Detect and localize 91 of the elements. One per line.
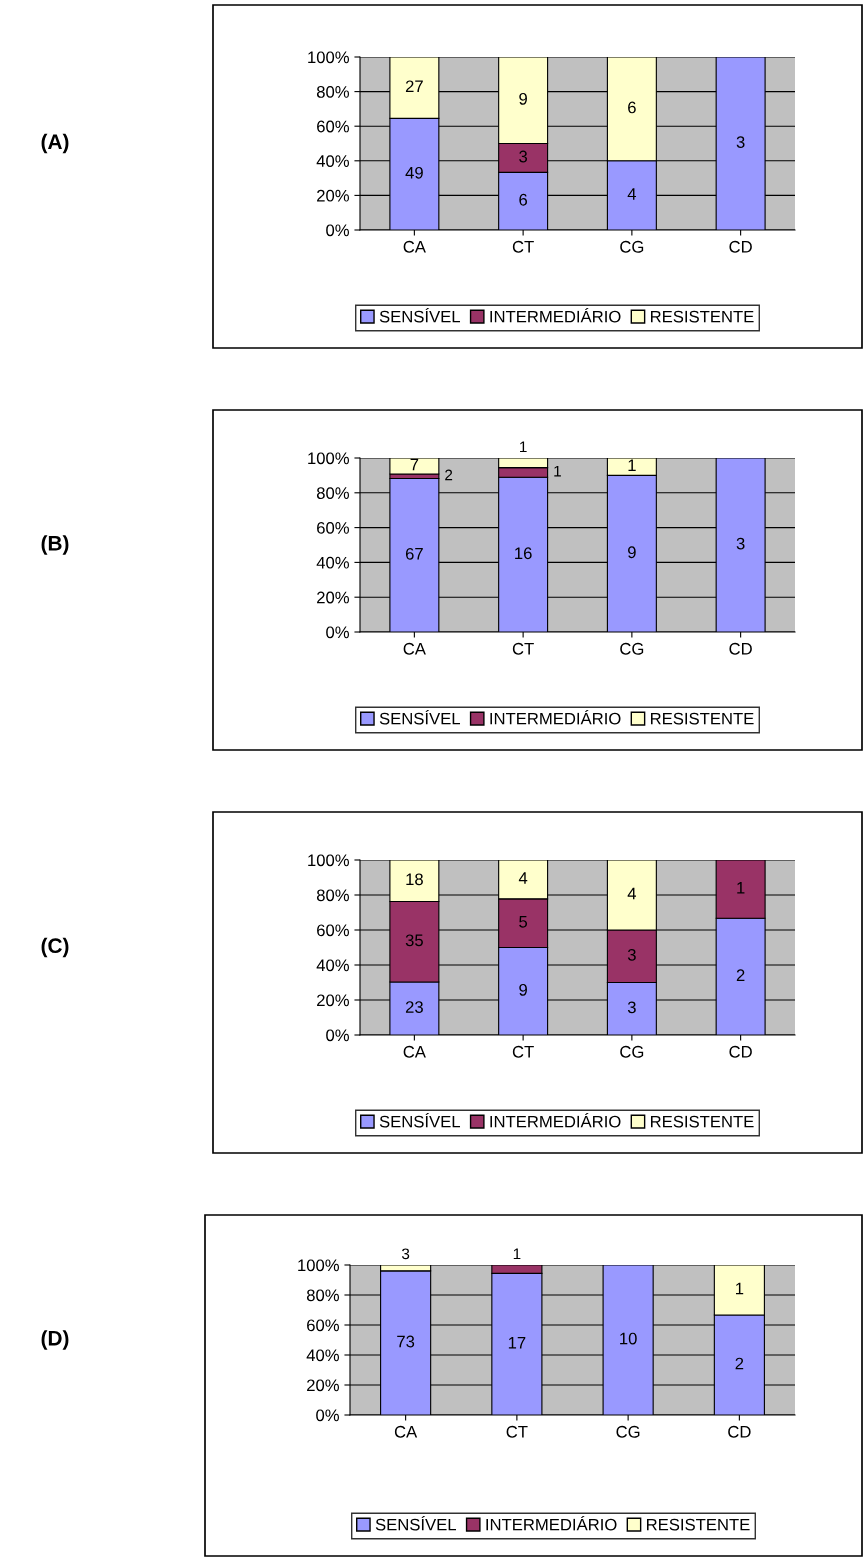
annotation: 1 xyxy=(737,881,745,894)
annotation: 73 xyxy=(397,1335,415,1348)
annotation: 18 xyxy=(406,873,423,886)
x-tick-label: CT xyxy=(512,1045,534,1058)
annotation: 3 xyxy=(736,136,745,148)
x-tick-label: CT xyxy=(506,1425,528,1438)
annotation: 9 xyxy=(519,92,527,105)
annotation: 1 xyxy=(736,1282,744,1295)
y-tick-label: 40% xyxy=(316,556,349,569)
y-tick-label: 80% xyxy=(306,1289,339,1302)
text: (B) xyxy=(41,535,69,555)
y-tick-label: 100% xyxy=(308,854,349,867)
text: (A) xyxy=(41,133,69,154)
text: 1 xyxy=(520,441,527,453)
annotation: 2 xyxy=(445,469,453,481)
y-tick-label: 80% xyxy=(316,889,349,902)
text: 3 xyxy=(401,1248,410,1260)
y-tick-label: 40% xyxy=(316,155,349,167)
annotation: 17 xyxy=(508,1337,526,1349)
annotation: 2 xyxy=(736,969,745,981)
legend-label: INTERMEDIÁRIO xyxy=(486,1515,617,1531)
annotation: 1 xyxy=(628,459,636,472)
x-tick-label: CG xyxy=(620,642,644,655)
annotation: 3 xyxy=(736,537,745,550)
y-tick-label: 100% xyxy=(308,452,349,465)
text: 1 xyxy=(513,1248,521,1260)
annotation: 3 xyxy=(519,150,528,163)
y-tick-label: 0% xyxy=(326,1029,349,1042)
annotation: 6 xyxy=(628,101,636,114)
text: (C) xyxy=(41,937,69,958)
x-tick-label: CT xyxy=(512,642,534,655)
annotation: 23 xyxy=(405,1001,423,1013)
annotation: 67 xyxy=(405,547,423,560)
x-tick-label: CG xyxy=(616,1425,640,1438)
y-tick-label: 0% xyxy=(326,224,349,237)
x-tick-label: CD xyxy=(729,240,752,253)
y-tick-label: 20% xyxy=(307,1379,339,1392)
legend-label: SENSÍVEL xyxy=(379,709,461,725)
x-tick-label: CD xyxy=(729,642,752,655)
y-tick-label: 20% xyxy=(317,591,349,604)
legend-label: RESISTENTE xyxy=(651,712,754,725)
annotation: 35 xyxy=(405,934,423,947)
x-tick-label: CG xyxy=(620,240,644,253)
annotation: 4 xyxy=(627,887,637,900)
annotation: 27 xyxy=(405,80,423,93)
annotation: 4 xyxy=(627,188,637,200)
legend-label: SENSÍVEL xyxy=(379,1112,461,1128)
legend-label: SENSÍVEL xyxy=(379,307,461,323)
annotation: 1 xyxy=(554,465,561,477)
x-tick-label: CA xyxy=(403,642,426,655)
y-tick-label: 80% xyxy=(316,86,349,98)
x-tick-label: CT xyxy=(512,240,534,253)
y-tick-label: 20% xyxy=(317,189,349,202)
legend-label: INTERMEDIÁRIO xyxy=(490,709,621,725)
y-tick-label: 20% xyxy=(317,994,349,1007)
annotation: 5 xyxy=(519,916,528,928)
y-tick-label: 100% xyxy=(308,51,349,64)
x-tick-label: CG xyxy=(620,1045,644,1058)
legend-label: RESISTENTE xyxy=(651,310,754,323)
y-tick-label: 0% xyxy=(326,626,349,639)
annotation: 7 xyxy=(410,458,419,471)
legend-label: RESISTENTE xyxy=(651,1115,754,1128)
legend-label: INTERMEDIÁRIO xyxy=(490,1112,621,1128)
y-tick-label: 60% xyxy=(317,120,349,133)
annotation: 3 xyxy=(627,1001,636,1014)
annotation: 6 xyxy=(519,193,528,206)
x-tick-label: CA xyxy=(394,1425,418,1438)
x-tick-label: CA xyxy=(403,240,426,253)
y-tick-label: 40% xyxy=(306,1349,339,1362)
y-tick-label: 80% xyxy=(316,487,349,499)
legend-label: RESISTENTE xyxy=(647,1518,750,1531)
annotation: 4 xyxy=(518,872,528,884)
y-tick-label: 0% xyxy=(316,1409,339,1422)
y-tick-label: 40% xyxy=(316,959,349,972)
x-tick-label: CD xyxy=(728,1425,751,1438)
annotation: 16 xyxy=(515,547,532,560)
annotation: 2 xyxy=(735,1357,744,1370)
annotation: 9 xyxy=(519,983,527,996)
annotation: 9 xyxy=(628,546,636,559)
y-tick-label: 60% xyxy=(317,522,349,534)
legend-label: SENSÍVEL xyxy=(375,1515,457,1531)
x-tick-label: CA xyxy=(403,1045,426,1058)
y-tick-label: 60% xyxy=(307,1319,339,1332)
legend-label: INTERMEDIÁRIO xyxy=(490,307,621,323)
y-tick-label: 100% xyxy=(298,1259,339,1272)
annotation: 10 xyxy=(620,1332,637,1345)
annotation: 49 xyxy=(405,166,423,179)
text: (D) xyxy=(41,1330,69,1350)
y-tick-label: 60% xyxy=(317,924,349,937)
annotation: 3 xyxy=(627,948,636,961)
x-tick-label: CD xyxy=(729,1045,752,1058)
